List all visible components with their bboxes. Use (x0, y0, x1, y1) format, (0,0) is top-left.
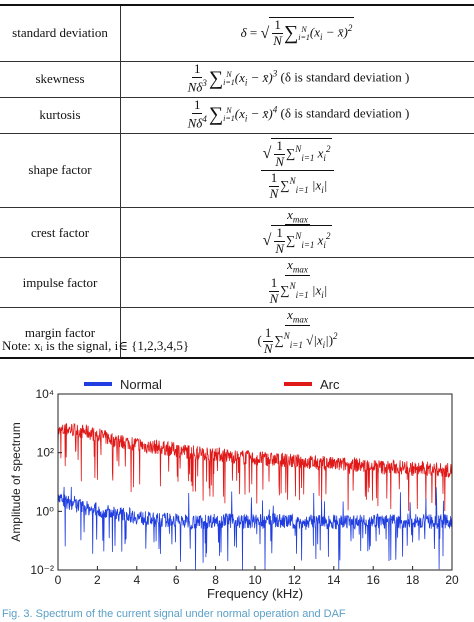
y-tick-label: 10⁴ (35, 387, 54, 401)
legend: Normal Arc (84, 377, 340, 392)
feature-formula: xmax 1 N ∑Ni=1 |xi| (120, 257, 474, 309)
y-tick-label: 10² (37, 446, 54, 460)
x-axis-label: Frequency (kHz) (207, 586, 303, 601)
feature-formula: xmax √ 1 N ∑Ni=1 xi2 (120, 206, 474, 259)
y-tick-label: 10⁻² (30, 563, 54, 577)
shape-factor-formula: √ 1 N ∑Ni=1 xi2 1 N ∑Ni=1 |xi| (260, 138, 335, 201)
series-line-normal (57, 486, 453, 571)
x-tick-label: 12 (288, 573, 302, 587)
x-tick-label: 2 (94, 573, 101, 587)
x-tick-label: 10 (248, 573, 262, 587)
formula-note: (δ is standard deviation ) (280, 69, 410, 85)
feature-name: margin factor (0, 307, 121, 359)
feature-formula: xmax (1 N ∑Ni=1 √|xi|)2 (120, 307, 474, 359)
margin-factor-formula: xmax (1 N ∑Ni=1 √|xi|)2 (257, 307, 338, 356)
feature-name: impulse factor (0, 257, 121, 309)
feature-name: skewness (0, 60, 121, 98)
formula-note: (δ is standard deviation ) (280, 105, 410, 121)
legend-normal-label: Normal (120, 377, 162, 392)
y-axis-label: Amplitude of spectrum (9, 422, 23, 541)
table-row: crest factor xmax √ 1 N ∑Ni=1 xi2 (0, 206, 474, 259)
ticks-layer: 0 2 4 6 8 10 12 14 16 18 20 10⁻² 10⁰ 10² 10⁴ (30, 387, 459, 587)
x-tick-label: 6 (173, 573, 180, 587)
plot-layer (57, 422, 453, 571)
feature-name: shape factor (0, 132, 121, 208)
plot-frame (57, 393, 453, 571)
x-tick-label: 20 (445, 573, 459, 587)
crest-factor-formula: xmax √ 1 N ∑Ni=1 xi2 (262, 206, 333, 257)
series-line-arc (57, 422, 453, 512)
feature-name: standard deviation (0, 4, 121, 62)
figure-caption: Fig. 3. Spectrum of the current signal u… (2, 608, 346, 620)
feature-formula: √ 1 N ∑Ni=1 xi2 1 N ∑Ni=1 |xi| (120, 132, 474, 208)
table-row: margin factor xmax (1 N ∑Ni=1 √|xi|)2 (0, 307, 474, 359)
x-tick-label: 14 (327, 573, 341, 587)
impulse-factor-formula: xmax 1 N ∑Ni=1 |xi| (268, 257, 328, 307)
x-tick-label: 4 (133, 573, 140, 587)
feature-name: kurtosis (0, 96, 121, 134)
x-tick-label: 16 (367, 573, 381, 587)
y-tick-label: 10⁰ (36, 504, 54, 518)
x-tick-label: 8 (212, 573, 219, 587)
legend-arc-label: Arc (320, 377, 340, 392)
feature-name: crest factor (0, 206, 121, 259)
table-note: Note: xᵢ is the signal, i∈ {1,2,3,4,5} (2, 338, 190, 353)
table-row: shape factor √ 1 N ∑Ni=1 xi2 1 N ∑Ni=1 |xi| (0, 132, 474, 208)
x-tick-label: 18 (406, 573, 420, 587)
spectrum-chart: 0 2 4 6 8 10 12 14 16 18 20 10⁻² 10⁰ 10² 10⁴ Normal Ar… (9, 377, 459, 601)
table-row: impulse factor xmax 1 N ∑Ni=1 |xi| (0, 257, 474, 309)
x-tick-label: 0 (55, 573, 62, 587)
